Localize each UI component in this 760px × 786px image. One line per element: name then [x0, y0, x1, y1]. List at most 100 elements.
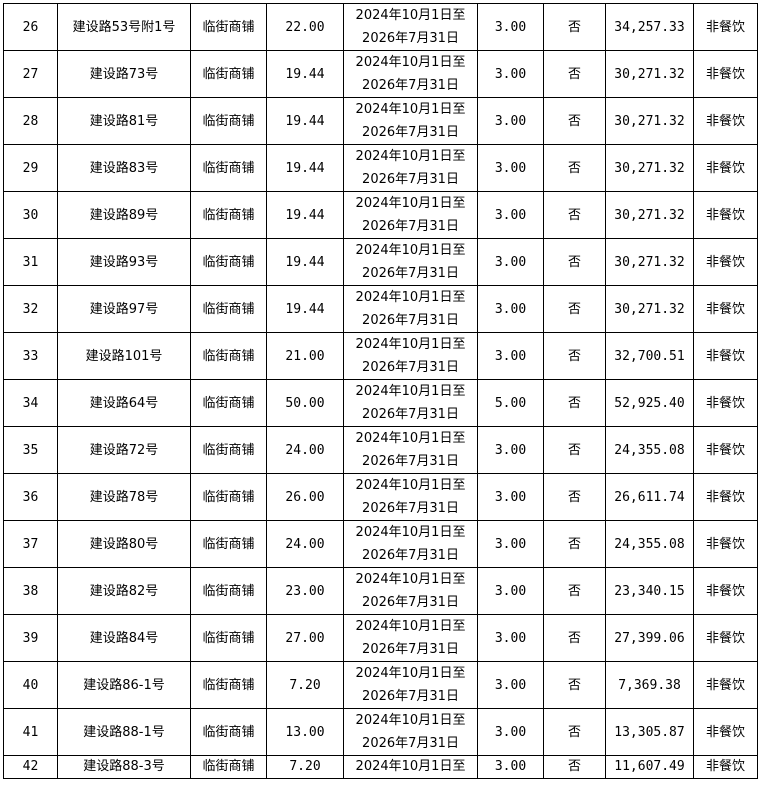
row-number: 36 [3, 473, 58, 521]
price-cell: 11,607.49 [605, 755, 694, 779]
price-cell: 30,271.32 [605, 97, 694, 145]
address-cell: 建设路82号 [57, 567, 191, 615]
table-row: 30 建设路89号 临街商铺 19.44 2024年10月1日至 2026年7月31日 3.… [3, 191, 758, 239]
years-cell: 3.00 [477, 97, 544, 145]
flag-cell: 否 [543, 379, 606, 427]
area-cell: 19.44 [266, 144, 344, 192]
area-cell: 19.44 [266, 97, 344, 145]
period-end: 2026年7月31日 [362, 736, 459, 751]
use-cell: 非餐饮 [693, 614, 758, 662]
years-cell: 3.00 [477, 332, 544, 380]
use-cell: 非餐饮 [693, 755, 758, 779]
period-start: 2024年10月1日至 [355, 713, 466, 728]
period-end: 2026年7月31日 [362, 360, 459, 375]
address-cell: 建设路72号 [57, 426, 191, 474]
type-cell: 临街商铺 [190, 285, 267, 333]
address-cell: 建设路78号 [57, 473, 191, 521]
row-number: 40 [3, 661, 58, 709]
row-number: 39 [3, 614, 58, 662]
address-cell: 建设路89号 [57, 191, 191, 239]
period-cell: 2024年10月1日至 [343, 755, 478, 779]
area-cell: 19.44 [266, 191, 344, 239]
flag-cell: 否 [543, 332, 606, 380]
type-cell: 临街商铺 [190, 50, 267, 98]
property-table: 26 建设路53号附1号 临街商铺 22.00 2024年10月1日至 2026年7月31… [3, 3, 758, 779]
type-cell: 临街商铺 [190, 97, 267, 145]
area-cell: 23.00 [266, 567, 344, 615]
use-cell: 非餐饮 [693, 97, 758, 145]
use-cell: 非餐饮 [693, 473, 758, 521]
type-cell: 临街商铺 [190, 567, 267, 615]
period-start: 2024年10月1日至 [355, 431, 466, 446]
years-cell: 3.00 [477, 50, 544, 98]
period-cell: 2024年10月1日至 2026年7月31日 [343, 332, 478, 380]
period-start: 2024年10月1日至 [355, 525, 466, 540]
period-cell: 2024年10月1日至 2026年7月31日 [343, 567, 478, 615]
period-end: 2026年7月31日 [362, 407, 459, 422]
type-cell: 临街商铺 [190, 755, 267, 779]
period-start: 2024年10月1日至 [355, 102, 466, 117]
years-cell: 3.00 [477, 567, 544, 615]
address-cell: 建设路88-1号 [57, 708, 191, 756]
area-cell: 7.20 [266, 661, 344, 709]
table-row: 33 建设路101号 临街商铺 21.00 2024年10月1日至 2026年7月31日 3… [3, 332, 758, 380]
period-start: 2024年10月1日至 [355, 55, 466, 70]
area-cell: 22.00 [266, 3, 344, 51]
flag-cell: 否 [543, 614, 606, 662]
address-cell: 建设路81号 [57, 97, 191, 145]
type-cell: 临街商铺 [190, 191, 267, 239]
years-cell: 3.00 [477, 614, 544, 662]
use-cell: 非餐饮 [693, 379, 758, 427]
type-cell: 临街商铺 [190, 238, 267, 286]
flag-cell: 否 [543, 661, 606, 709]
price-cell: 30,271.32 [605, 191, 694, 239]
years-cell: 3.00 [477, 755, 544, 779]
flag-cell: 否 [543, 50, 606, 98]
type-cell: 临街商铺 [190, 708, 267, 756]
table-row: 32 建设路97号 临街商铺 19.44 2024年10月1日至 2026年7月31日 3.… [3, 285, 758, 333]
type-cell: 临街商铺 [190, 473, 267, 521]
use-cell: 非餐饮 [693, 708, 758, 756]
address-cell: 建设路93号 [57, 238, 191, 286]
flag-cell: 否 [543, 285, 606, 333]
period-end: 2026年7月31日 [362, 172, 459, 187]
years-cell: 3.00 [477, 238, 544, 286]
flag-cell: 否 [543, 426, 606, 474]
table-row: 42 建设路88-3号 临街商铺 7.20 2024年10月1日至 3.00 否 11,607… [3, 755, 758, 779]
price-cell: 32,700.51 [605, 332, 694, 380]
use-cell: 非餐饮 [693, 661, 758, 709]
row-number: 37 [3, 520, 58, 568]
period-start: 2024年10月1日至 [355, 619, 466, 634]
period-cell: 2024年10月1日至 2026年7月31日 [343, 426, 478, 474]
period-cell: 2024年10月1日至 2026年7月31日 [343, 285, 478, 333]
use-cell: 非餐饮 [693, 3, 758, 51]
price-cell: 26,611.74 [605, 473, 694, 521]
price-cell: 30,271.32 [605, 285, 694, 333]
period-end: 2026年7月31日 [362, 595, 459, 610]
period-end: 2026年7月31日 [362, 31, 459, 46]
address-cell: 建设路86-1号 [57, 661, 191, 709]
area-cell: 21.00 [266, 332, 344, 380]
period-cell: 2024年10月1日至 2026年7月31日 [343, 661, 478, 709]
type-cell: 临街商铺 [190, 3, 267, 51]
row-number: 31 [3, 238, 58, 286]
period-start: 2024年10月1日至 [355, 8, 466, 23]
row-number: 27 [3, 50, 58, 98]
flag-cell: 否 [543, 144, 606, 192]
period-start: 2024年10月1日至 [355, 149, 466, 164]
address-cell: 建设路97号 [57, 285, 191, 333]
period-start: 2024年10月1日至 [355, 243, 466, 258]
table-row: 26 建设路53号附1号 临街商铺 22.00 2024年10月1日至 2026年7月31… [3, 3, 758, 51]
area-cell: 19.44 [266, 285, 344, 333]
period-end: 2026年7月31日 [362, 501, 459, 516]
type-cell: 临街商铺 [190, 661, 267, 709]
price-cell: 27,399.06 [605, 614, 694, 662]
area-cell: 24.00 [266, 426, 344, 474]
flag-cell: 否 [543, 238, 606, 286]
period-cell: 2024年10月1日至 2026年7月31日 [343, 520, 478, 568]
table-row: 38 建设路82号 临街商铺 23.00 2024年10月1日至 2026年7月31日 3.… [3, 567, 758, 615]
period-cell: 2024年10月1日至 2026年7月31日 [343, 50, 478, 98]
period-cell: 2024年10月1日至 2026年7月31日 [343, 191, 478, 239]
flag-cell: 否 [543, 708, 606, 756]
flag-cell: 否 [543, 755, 606, 779]
